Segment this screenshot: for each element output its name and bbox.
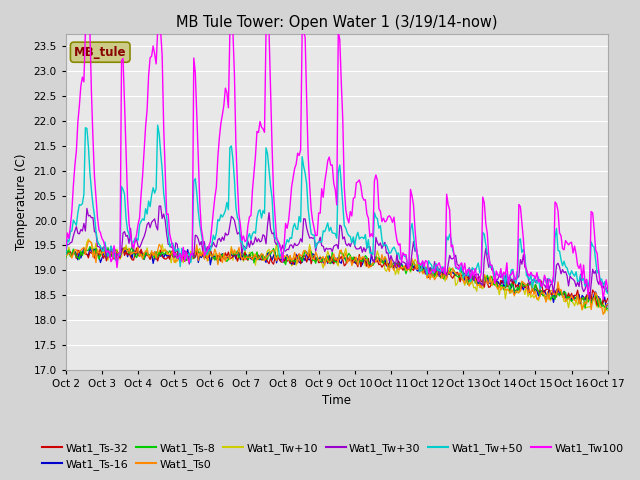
Wat1_Ts-16 (77, 255, 84, 261)
Wat1_Ts-8 (604, 305, 612, 311)
Wat1_Ts-8 (539, 293, 547, 299)
Line: Wat1_Ts-32: Wat1_Ts-32 (66, 248, 608, 306)
Wat1_Tw+30 (77, 227, 84, 232)
Wat1_Ts-16 (604, 301, 612, 307)
Line: Wat1_Tw+50: Wat1_Tw+50 (66, 125, 608, 293)
Wat1_Tw100 (81, 29, 89, 35)
X-axis label: Time: Time (323, 395, 351, 408)
Wat1_Ts-8 (390, 259, 398, 265)
Wat1_Ts0 (402, 267, 410, 273)
Wat1_Tw100 (539, 282, 547, 288)
Line: Wat1_Ts-16: Wat1_Ts-16 (66, 248, 608, 308)
Wat1_Tw+30 (586, 297, 593, 302)
Wat1_Tw+10 (77, 250, 84, 256)
Wat1_Ts-32 (539, 289, 547, 295)
Wat1_Tw100 (402, 252, 410, 258)
Wat1_Tw100 (62, 246, 70, 252)
Wat1_Ts-8 (77, 248, 84, 254)
Wat1_Ts-32 (77, 252, 84, 258)
Wat1_Tw+10 (84, 236, 92, 242)
Wat1_Ts-16 (86, 245, 93, 251)
Wat1_Tw+50 (372, 215, 380, 220)
Wat1_Tw+10 (390, 264, 398, 270)
Wat1_Ts-8 (602, 306, 610, 312)
Wat1_Ts-8 (372, 254, 380, 260)
Wat1_Ts-32 (390, 264, 398, 269)
Wat1_Ts-16 (390, 265, 398, 271)
Line: Wat1_Ts-8: Wat1_Ts-8 (66, 247, 608, 309)
Wat1_Ts0 (604, 301, 612, 307)
Wat1_Ts-8 (86, 244, 93, 250)
Wat1_Tw+10 (372, 255, 380, 261)
Line: Wat1_Tw100: Wat1_Tw100 (66, 32, 608, 300)
Wat1_Tw+30 (164, 241, 172, 247)
Wat1_Ts0 (77, 247, 84, 253)
Wat1_Ts0 (84, 238, 92, 244)
Wat1_Tw100 (77, 83, 84, 89)
Wat1_Tw100 (372, 172, 380, 178)
Wat1_Tw+30 (390, 260, 398, 265)
Wat1_Tw+50 (604, 290, 612, 296)
Wat1_Tw+50 (62, 252, 70, 258)
Wat1_Ts-8 (402, 271, 410, 276)
Y-axis label: Temperature (C): Temperature (C) (15, 154, 28, 250)
Wat1_Ts-16 (402, 262, 410, 267)
Wat1_Tw+30 (402, 261, 410, 267)
Wat1_Ts0 (164, 251, 172, 256)
Wat1_Ts0 (372, 259, 380, 264)
Wat1_Tw+10 (62, 254, 70, 260)
Wat1_Tw+30 (62, 245, 70, 251)
Legend: Wat1_Ts-32, Wat1_Ts-16, Wat1_Ts-8, Wat1_Ts0, Wat1_Tw+10, Wat1_Tw+30, Wat1_Tw+50,: Wat1_Ts-32, Wat1_Ts-16, Wat1_Ts-8, Wat1_… (38, 438, 628, 474)
Wat1_Tw+50 (539, 281, 547, 287)
Wat1_Tw+50 (77, 203, 84, 208)
Wat1_Tw100 (390, 214, 398, 220)
Wat1_Tw+30 (539, 281, 547, 287)
Wat1_Ts-16 (62, 247, 70, 252)
Wat1_Ts-32 (598, 303, 605, 309)
Wat1_Ts0 (599, 312, 607, 317)
Wat1_Ts0 (62, 253, 70, 259)
Wat1_Ts-8 (164, 250, 172, 256)
Wat1_Tw+10 (402, 265, 410, 271)
Wat1_Tw+50 (154, 122, 161, 128)
Wat1_Ts-16 (539, 288, 547, 294)
Wat1_Tw+50 (390, 244, 398, 250)
Wat1_Tw+10 (164, 250, 172, 256)
Line: Wat1_Tw+30: Wat1_Tw+30 (66, 206, 608, 300)
Wat1_Tw100 (604, 286, 612, 292)
Line: Wat1_Ts0: Wat1_Ts0 (66, 241, 608, 314)
Wat1_Tw+10 (601, 310, 609, 316)
Wat1_Tw+10 (539, 293, 547, 299)
Wat1_Ts-16 (372, 255, 380, 261)
Wat1_Tw+50 (402, 253, 410, 259)
Wat1_Tw100 (599, 297, 607, 302)
Wat1_Tw+10 (604, 308, 612, 313)
Wat1_Ts0 (539, 290, 547, 296)
Wat1_Ts-32 (62, 245, 70, 251)
Wat1_Ts-16 (164, 252, 172, 258)
Wat1_Ts-32 (604, 296, 612, 301)
Title: MB Tule Tower: Open Water 1 (3/19/14-now): MB Tule Tower: Open Water 1 (3/19/14-now… (176, 15, 497, 30)
Wat1_Tw+30 (604, 289, 612, 295)
Wat1_Ts-32 (97, 245, 104, 251)
Wat1_Tw+50 (164, 230, 172, 236)
Wat1_Ts-32 (164, 253, 172, 259)
Wat1_Ts0 (390, 267, 398, 273)
Wat1_Ts-32 (402, 263, 410, 268)
Wat1_Ts-8 (62, 255, 70, 261)
Line: Wat1_Tw+10: Wat1_Tw+10 (66, 239, 608, 313)
Wat1_Tw100 (164, 211, 172, 217)
Text: MB_tule: MB_tule (74, 46, 127, 59)
Wat1_Tw+30 (157, 203, 164, 209)
Wat1_Tw+30 (372, 234, 380, 240)
Wat1_Ts-32 (372, 259, 380, 265)
Wat1_Ts-16 (602, 305, 610, 311)
